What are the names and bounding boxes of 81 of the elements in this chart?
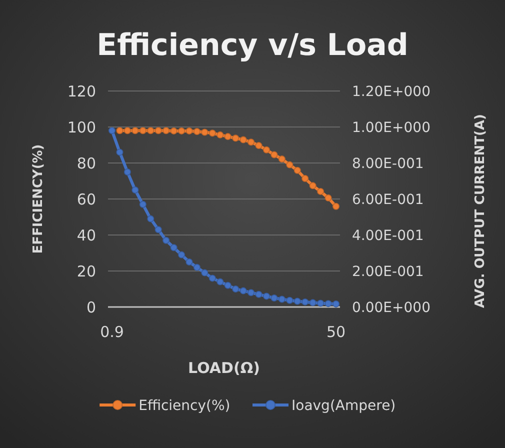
point <box>332 202 340 210</box>
point <box>262 292 270 300</box>
point <box>201 128 208 136</box>
point <box>178 251 186 258</box>
y-tick-label: 40 <box>76 226 96 244</box>
y-tick-label: 120 <box>67 82 96 100</box>
point <box>332 300 340 308</box>
point <box>324 194 332 202</box>
point <box>262 146 270 154</box>
point <box>294 298 301 305</box>
point <box>224 282 232 289</box>
point <box>201 269 208 276</box>
legend-label: Ioavg(Ampere) <box>292 398 396 414</box>
point <box>132 186 139 194</box>
point <box>162 127 170 134</box>
point <box>147 215 154 222</box>
y-tick-label: 80 <box>76 154 96 172</box>
point <box>208 130 216 137</box>
point <box>116 127 124 134</box>
point <box>232 286 240 292</box>
point <box>240 287 247 294</box>
point <box>139 127 146 134</box>
point <box>108 127 116 134</box>
point <box>154 226 162 234</box>
point <box>232 134 240 142</box>
point <box>302 298 309 306</box>
x-tick-label: 50 <box>326 323 346 341</box>
point <box>309 182 316 190</box>
point <box>186 258 193 266</box>
point <box>317 188 324 195</box>
y2-tick-label: 1.20E+000 <box>352 84 430 100</box>
point <box>162 236 170 244</box>
point <box>186 127 193 134</box>
y2-tick-label: 6.00E-001 <box>352 192 424 208</box>
point <box>216 278 224 286</box>
point <box>255 142 262 150</box>
x-axis-title: LOAD(Ω) <box>188 359 260 377</box>
y2-axis-title: AVG. OUTPUT CURRENT(A) <box>473 114 488 308</box>
point <box>248 289 255 296</box>
point <box>124 168 131 176</box>
y2-tick-label: 0.00E+000 <box>352 300 430 316</box>
y-tick-label: 60 <box>76 190 96 208</box>
y-tick-label: 0 <box>86 298 96 316</box>
y-tick-label: 20 <box>76 262 96 280</box>
point <box>270 294 278 302</box>
y-tick-label: 100 <box>67 118 96 136</box>
point <box>170 127 178 134</box>
point <box>154 127 162 134</box>
point <box>286 161 294 168</box>
x-tick-label: 0.9 <box>100 323 124 341</box>
y-axis-title: EFFICIENCY(%) <box>31 144 46 254</box>
point <box>240 136 247 144</box>
y2-tick-label: 1.00E+000 <box>352 120 430 136</box>
point <box>139 200 146 208</box>
chart-title: Efficiency v/s Load <box>96 28 408 63</box>
point <box>309 299 316 306</box>
point <box>248 138 255 146</box>
y2-tick-label: 2.00E-001 <box>352 264 424 280</box>
point <box>193 128 200 135</box>
point <box>170 244 178 252</box>
point <box>278 156 286 163</box>
point <box>116 148 124 156</box>
point <box>193 264 200 271</box>
point <box>302 174 309 182</box>
point <box>317 300 324 307</box>
point <box>278 296 286 303</box>
point <box>324 300 332 308</box>
point <box>294 166 301 174</box>
point <box>216 131 224 138</box>
point <box>255 290 262 298</box>
point <box>270 151 278 158</box>
point <box>224 133 232 140</box>
y2-tick-label: 8.00E-001 <box>352 156 424 172</box>
point <box>147 127 154 134</box>
legend-label: Efficiency(%) <box>138 398 230 414</box>
point <box>286 296 294 304</box>
y2-tick-label: 4.00E-001 <box>352 228 424 244</box>
point <box>132 127 139 134</box>
point <box>124 127 131 134</box>
point <box>178 127 186 134</box>
point <box>208 274 216 282</box>
